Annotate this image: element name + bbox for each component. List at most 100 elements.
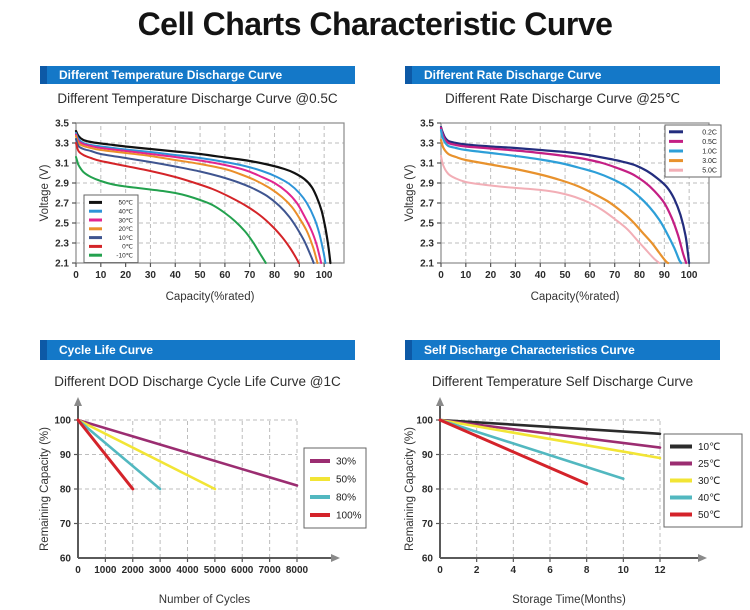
svg-text:40℃: 40℃ [118, 208, 133, 215]
svg-text:90: 90 [60, 450, 72, 461]
svg-text:5.0C: 5.0C [702, 168, 717, 175]
svg-text:3.0C: 3.0C [702, 158, 717, 165]
svg-text:7000: 7000 [259, 565, 282, 576]
svg-text:60: 60 [219, 270, 231, 281]
svg-text:2: 2 [474, 565, 480, 576]
svg-text:40℃: 40℃ [698, 493, 720, 504]
svg-text:100: 100 [681, 270, 698, 281]
svg-text:Remaining Capacity (%): Remaining Capacity (%) [39, 427, 51, 551]
svg-text:3.5: 3.5 [55, 119, 69, 130]
chart-title-self-discharge: Different Temperature Self Discharge Cur… [431, 374, 694, 389]
self-discharge-chart: 10℃ 25℃ 30℃ 40℃ 50℃ 0 2 4 6 8 10 12 60 70 80 90 100 Stora… [404, 397, 743, 606]
svg-text:3.5: 3.5 [420, 119, 434, 130]
svg-text:1.0C: 1.0C [702, 148, 717, 155]
svg-text:Voltage (V): Voltage (V) [39, 164, 51, 221]
svg-text:-10℃: -10℃ [116, 252, 133, 259]
svg-text:0.2C: 0.2C [702, 129, 717, 136]
svg-text:Capacity(%rated): Capacity(%rated) [166, 291, 255, 303]
svg-text:2.9: 2.9 [420, 179, 434, 190]
svg-text:0℃: 0℃ [122, 244, 134, 251]
svg-text:Storage Time(Months): Storage Time(Months) [512, 594, 626, 606]
panel-temperature-discharge: Different Temperature Discharge Curve Di… [39, 66, 355, 305]
svg-text:80: 80 [422, 485, 434, 496]
svg-text:60: 60 [584, 270, 596, 281]
svg-text:80: 80 [269, 270, 281, 281]
svg-text:4000: 4000 [176, 565, 199, 576]
banner-self-discharge: Self Discharge Characteristics Curve [405, 340, 720, 360]
svg-text:10℃: 10℃ [118, 235, 133, 242]
svg-text:50: 50 [195, 270, 207, 281]
svg-text:30: 30 [510, 270, 522, 281]
svg-text:Number of Cycles: Number of Cycles [159, 594, 251, 606]
svg-text:80: 80 [60, 485, 72, 496]
svg-text:2.1: 2.1 [55, 259, 69, 270]
svg-text:30%: 30% [336, 457, 356, 468]
svg-text:0: 0 [75, 565, 81, 576]
svg-text:3000: 3000 [149, 565, 172, 576]
svg-text:25℃: 25℃ [698, 459, 720, 470]
svg-text:Voltage (V): Voltage (V) [404, 164, 416, 221]
banner-rate-discharge: Different Rate Discharge Curve [405, 66, 720, 84]
svg-text:2.7: 2.7 [420, 199, 434, 210]
svg-text:90: 90 [294, 270, 306, 281]
svg-text:50%: 50% [336, 475, 356, 486]
svg-text:0: 0 [437, 565, 443, 576]
svg-text:30℃: 30℃ [118, 217, 133, 224]
chart-title-cycle-life: Different DOD Discharge Cycle Life Curve… [54, 374, 341, 389]
svg-text:Capacity(%rated): Capacity(%rated) [531, 291, 620, 303]
svg-text:70: 70 [60, 519, 72, 530]
svg-text:0: 0 [438, 270, 444, 281]
svg-text:70: 70 [422, 519, 434, 530]
svg-text:2.3: 2.3 [55, 239, 69, 250]
svg-text:8000: 8000 [286, 565, 309, 576]
panel-rate-discharge: Different Rate Discharge Curve Different… [404, 66, 722, 305]
svg-text:50℃: 50℃ [118, 200, 133, 207]
svg-text:2.3: 2.3 [420, 239, 434, 250]
svg-text:50℃: 50℃ [698, 510, 720, 521]
svg-text:60: 60 [60, 554, 72, 565]
temperature-discharge-chart: 50℃40℃ 30℃ 20℃ 10℃ 0℃-10℃ 0 10 20 30 40 50 60 70 80 90… [39, 119, 345, 303]
panel-self-discharge: Self Discharge Characteristics Curve Dif… [404, 340, 743, 608]
svg-text:2.5: 2.5 [55, 219, 69, 230]
svg-text:2.7: 2.7 [55, 199, 69, 210]
svg-text:50: 50 [560, 270, 572, 281]
svg-text:100: 100 [316, 270, 333, 281]
svg-text:90: 90 [422, 450, 434, 461]
svg-text:10℃: 10℃ [698, 442, 720, 453]
svg-text:40: 40 [170, 270, 182, 281]
svg-text:1000: 1000 [94, 565, 117, 576]
svg-text:60: 60 [422, 554, 434, 565]
svg-text:80%: 80% [336, 493, 356, 504]
svg-text:8: 8 [584, 565, 590, 576]
panel-cycle-life: Cycle Life Curve Different DOD Discharge… [39, 340, 367, 608]
banner-cycle-life: Cycle Life Curve [40, 340, 355, 360]
svg-text:10: 10 [618, 565, 630, 576]
svg-text:20: 20 [120, 270, 132, 281]
svg-text:3.1: 3.1 [55, 159, 69, 170]
svg-text:80: 80 [634, 270, 646, 281]
svg-text:0.5C: 0.5C [702, 139, 717, 146]
svg-text:6: 6 [547, 565, 553, 576]
svg-text:70: 70 [609, 270, 621, 281]
svg-text:100: 100 [416, 416, 433, 427]
cycle-life-chart: 30% 50% 80% 100% 0 1000 2000 3000 4000 5000 6000 70… [39, 397, 367, 606]
svg-text:6000: 6000 [231, 565, 254, 576]
svg-text:10: 10 [95, 270, 107, 281]
svg-text:30℃: 30℃ [698, 476, 720, 487]
svg-text:10: 10 [460, 270, 472, 281]
svg-text:2.5: 2.5 [420, 219, 434, 230]
svg-text:90: 90 [659, 270, 671, 281]
svg-text:5000: 5000 [204, 565, 227, 576]
svg-text:40: 40 [535, 270, 547, 281]
svg-text:20℃: 20℃ [118, 226, 133, 233]
svg-text:70: 70 [244, 270, 256, 281]
svg-text:20: 20 [485, 270, 497, 281]
svg-text:3.1: 3.1 [420, 159, 434, 170]
svg-text:100%: 100% [336, 511, 362, 522]
svg-text:2.9: 2.9 [55, 179, 69, 190]
svg-text:4: 4 [511, 565, 517, 576]
svg-text:3.3: 3.3 [55, 139, 69, 150]
page-title: Cell Charts Characteristic Curve [137, 6, 613, 42]
svg-text:Remaining Capacity (%): Remaining Capacity (%) [404, 427, 416, 551]
svg-text:12: 12 [654, 565, 666, 576]
